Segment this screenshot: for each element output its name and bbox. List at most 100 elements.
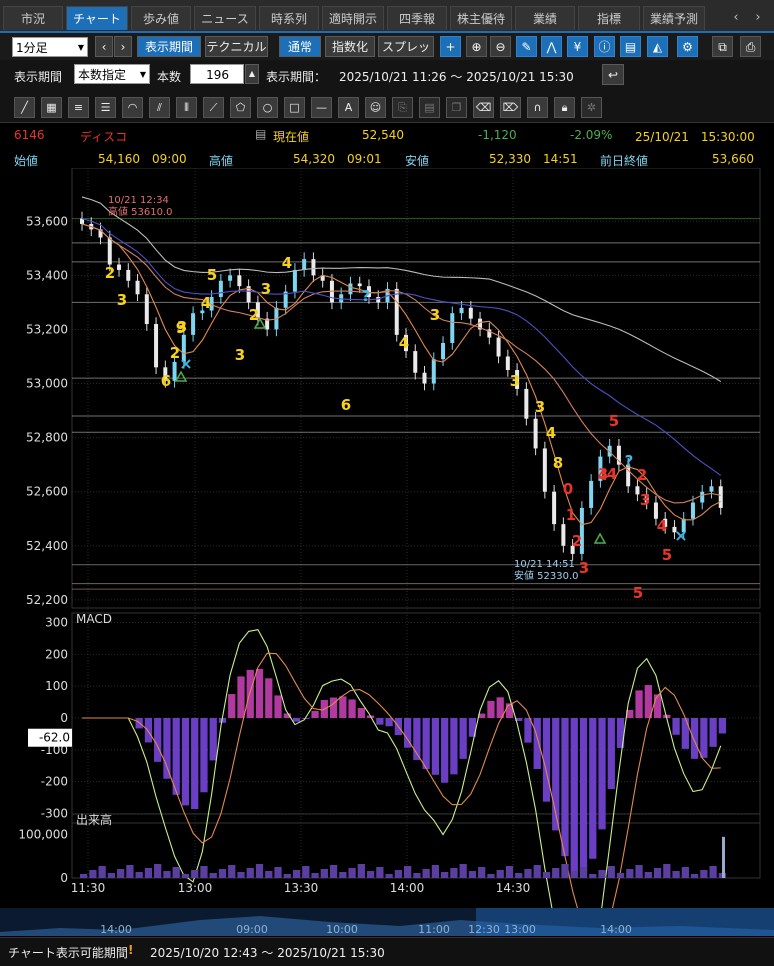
circle-icon[interactable]: ○ bbox=[257, 97, 278, 118]
memo-icon[interactable]: ▤ bbox=[255, 127, 267, 141]
normal-button[interactable]: 通常 bbox=[279, 36, 321, 57]
tab-shikiho[interactable]: 四季報 bbox=[387, 6, 447, 30]
my-chart-icon[interactable]: ▤ bbox=[620, 36, 641, 57]
ruler-icon[interactable]: ▦ bbox=[41, 97, 62, 118]
price-tick-label: 52,800 bbox=[26, 431, 68, 445]
price-tick-label: 52,400 bbox=[26, 539, 68, 553]
macd-histogram-bar bbox=[496, 697, 504, 718]
time-scroller[interactable]: 14:00 09:00 10:00 11:00 12:30 13:00 14:00 bbox=[0, 908, 774, 936]
print-icon[interactable]: ⎙ bbox=[740, 36, 761, 57]
zoom-out-icon[interactable]: ⊖ bbox=[490, 36, 511, 57]
rectangle-icon[interactable]: □ bbox=[284, 97, 305, 118]
tab-chart[interactable]: チャート bbox=[66, 6, 128, 30]
parallel-lines-icon[interactable]: ≡ bbox=[68, 97, 89, 118]
zoom-in-icon[interactable]: ⊕ bbox=[466, 36, 487, 57]
undo-icon[interactable]: ↩ bbox=[602, 64, 624, 85]
index-button[interactable]: 指数化 bbox=[325, 36, 375, 57]
scroller-tick-label: 10:00 bbox=[326, 923, 358, 936]
settings-icon[interactable]: ✲ bbox=[581, 97, 602, 118]
technical-button[interactable]: テクニカル bbox=[205, 36, 268, 57]
candle-body bbox=[441, 342, 446, 360]
interval-select[interactable]: 1分足 ▼ bbox=[12, 37, 88, 57]
tab-earnings[interactable]: 業績 bbox=[515, 6, 575, 30]
crosshair-icon[interactable]: + bbox=[440, 36, 461, 57]
td-count-label: 3 bbox=[579, 559, 589, 577]
tab-forecast[interactable]: 業績予測 bbox=[643, 6, 705, 30]
next-button[interactable]: › bbox=[114, 36, 132, 57]
gann-icon[interactable]: ⟋ bbox=[203, 97, 224, 118]
copy-icon[interactable]: ⎘ bbox=[392, 97, 413, 118]
open-value: 54,160 bbox=[98, 152, 140, 166]
emoji-icon[interactable]: ☺ bbox=[365, 97, 386, 118]
eraser-icon[interactable]: ⌫ bbox=[473, 97, 494, 118]
volume-bar bbox=[422, 869, 430, 878]
price-tick-label: 52,200 bbox=[26, 593, 68, 607]
paste-icon[interactable]: ▤ bbox=[419, 97, 440, 118]
count-stepper-icon[interactable]: ▲ bbox=[245, 64, 259, 84]
candle-body bbox=[320, 275, 325, 281]
footer-range: 2025/10/20 12:43 ～ 2025/10/21 15:30 bbox=[150, 946, 385, 960]
candle-body bbox=[644, 494, 649, 503]
info-icon[interactable]: ⓘ bbox=[594, 36, 615, 57]
wrench-icon[interactable]: ⚙ bbox=[677, 36, 698, 57]
tab-benefits[interactable]: 株主優待 bbox=[450, 6, 512, 30]
period-button[interactable]: 表示期間 bbox=[137, 36, 201, 57]
volume-bar bbox=[700, 870, 708, 878]
td-count-label: 4 bbox=[546, 424, 556, 442]
count-input[interactable]: 196 bbox=[190, 64, 244, 84]
tab-news[interactable]: ニュース bbox=[194, 6, 256, 30]
macd-histogram-bar bbox=[607, 718, 615, 790]
low-annotation-value: 安値 52330.0 bbox=[514, 569, 579, 582]
tab-timeseries[interactable]: 時系列 bbox=[259, 6, 319, 30]
lock-icon[interactable]: 🔒︎ bbox=[554, 97, 575, 118]
magnet-icon[interactable]: ∩ bbox=[527, 97, 548, 118]
tab-next-icon[interactable]: › bbox=[755, 10, 761, 25]
high-label: 高値 bbox=[209, 154, 234, 168]
tab-indicators[interactable]: 指標 bbox=[578, 6, 640, 30]
candle-body bbox=[376, 296, 381, 303]
candle-body bbox=[422, 372, 427, 384]
period-label: 表示期間 bbox=[14, 70, 63, 84]
pencil-icon[interactable]: ✎ bbox=[516, 36, 537, 57]
vertical-lines-icon[interactable]: ⦀ bbox=[176, 97, 197, 118]
text-icon[interactable]: A bbox=[338, 97, 359, 118]
tab-market[interactable]: 市況 bbox=[3, 6, 63, 30]
popout-icon[interactable]: ⧉ bbox=[712, 36, 733, 57]
tab-disclosure[interactable]: 適時開示 bbox=[322, 6, 384, 30]
candle-body bbox=[246, 286, 251, 303]
time-tick-label: 14:30 bbox=[496, 881, 531, 895]
volume-bar bbox=[311, 873, 319, 878]
volume-bar bbox=[524, 869, 532, 878]
period-mode-select[interactable]: 本数指定 ▼ bbox=[74, 64, 150, 84]
fib-arc-icon[interactable]: ◠ bbox=[122, 97, 143, 118]
spread-button[interactable]: スプレッド bbox=[378, 36, 434, 75]
scroller-window bbox=[476, 908, 774, 936]
prev-button[interactable]: ‹ bbox=[95, 36, 113, 57]
candle-body bbox=[533, 418, 538, 449]
volume-bar bbox=[265, 871, 273, 878]
area-chart-icon[interactable]: ◭ bbox=[647, 36, 668, 57]
macd-histogram-bar bbox=[376, 718, 384, 725]
volume-title: 出来高 bbox=[76, 812, 112, 827]
macd-histogram-bar bbox=[542, 718, 551, 802]
tab-ticks[interactable]: 歩み値 bbox=[131, 6, 191, 30]
hline-icon[interactable]: — bbox=[311, 97, 332, 118]
candle-body bbox=[255, 302, 260, 319]
chart-draw-icon[interactable]: ⋀ bbox=[541, 36, 562, 57]
quote-row-1: 6146 ディスコ ▤ 現在値 52,540 -1,120 -2.09% 25/… bbox=[0, 124, 774, 145]
volume-bar bbox=[653, 868, 662, 878]
td-count-label: 3 bbox=[177, 318, 187, 336]
candle-body bbox=[265, 318, 270, 330]
yen-icon[interactable]: ¥ bbox=[567, 36, 588, 57]
layers-icon[interactable]: ❐ bbox=[446, 97, 467, 118]
trendline-icon[interactable]: ╱ bbox=[14, 97, 35, 118]
volume-bar bbox=[126, 865, 134, 878]
macd-tick-label: 300 bbox=[45, 616, 68, 630]
volume-bar bbox=[357, 864, 365, 878]
eraser-all-icon[interactable]: ⌦ bbox=[500, 97, 521, 118]
tab-prev-icon[interactable]: ‹ bbox=[733, 10, 739, 25]
fibonacci-icon[interactable]: ☰ bbox=[95, 97, 116, 118]
pentagon-icon[interactable]: ⬠ bbox=[230, 97, 251, 118]
fan-icon[interactable]: ⫽ bbox=[149, 97, 170, 118]
